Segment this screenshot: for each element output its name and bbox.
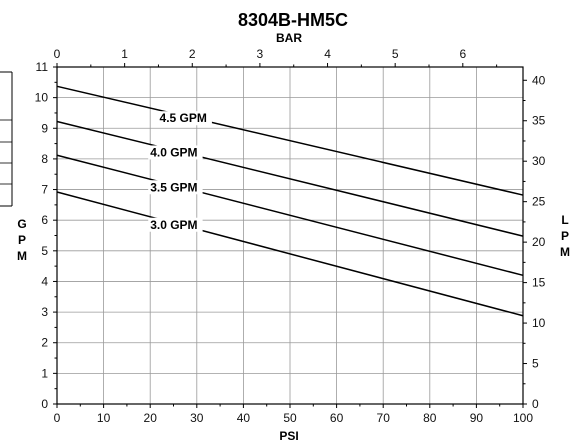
y-axis-label-1: G	[17, 217, 26, 231]
x-tick-label: 100	[513, 411, 533, 425]
x2-tick-label: 4	[324, 47, 331, 61]
x-tick-label: 20	[144, 411, 158, 425]
x2-tick-label: 3	[257, 47, 264, 61]
x2-tick-label: 6	[459, 47, 466, 61]
y-tick-label: 6	[41, 213, 48, 227]
x-tick-label: 40	[237, 411, 251, 425]
series-label-bg	[148, 180, 203, 195]
y-tick-label: 7	[41, 183, 48, 197]
y-tick-label: 3	[41, 305, 48, 319]
y2-tick-label: 35	[532, 114, 546, 128]
x-tick-label: 50	[283, 411, 297, 425]
y2-tick-label: 20	[532, 235, 546, 249]
x-tick-label: 70	[377, 411, 391, 425]
series: 4.5 GPM 4.0 GPM 3.5 GPM 3.0 GPM	[56, 85, 524, 317]
x2-tick-label: 5	[392, 47, 399, 61]
x-tick-label: 0	[54, 411, 61, 425]
y-axis-label-3: M	[17, 249, 27, 263]
series-line	[56, 85, 524, 196]
series-label: 4.0 GPM	[150, 145, 197, 159]
y2-axis-label-3: M	[560, 245, 570, 259]
y2-tick-label: 15	[532, 276, 546, 290]
series-line	[56, 120, 524, 237]
x-axis-label: PSI	[279, 429, 298, 443]
y-tick-label: 5	[41, 244, 48, 258]
series-label: 3.5 GPM	[150, 180, 197, 194]
x2-axis-label: BAR	[276, 31, 302, 45]
x-tick-label: 60	[330, 411, 344, 425]
series-label-bg	[157, 111, 212, 126]
x2-tick-label: 0	[54, 47, 61, 61]
y-tick-label: 11	[36, 60, 49, 74]
y2-axis-label-2: P	[561, 229, 569, 243]
plot-frame	[56, 66, 524, 405]
x2-tick-label: 1	[121, 47, 128, 61]
series-label-bg	[148, 145, 203, 160]
y2-tick-label: 25	[532, 195, 546, 209]
grid	[57, 67, 523, 404]
y-axis-label-2: P	[18, 233, 26, 247]
y2-tick-label: 10	[532, 316, 546, 330]
y-tick-label: 1	[41, 366, 48, 380]
x2-tick-label: 2	[189, 47, 196, 61]
series-line	[56, 154, 524, 277]
y2-tick-label: 40	[532, 73, 546, 87]
chart-title: 8304B-HM5C	[238, 10, 348, 30]
x-tick-label: 90	[470, 411, 484, 425]
series-line	[56, 191, 524, 317]
y2-tick-label: 30	[532, 154, 546, 168]
series-label-bg	[148, 217, 203, 232]
series-label: 4.5 GPM	[160, 111, 207, 125]
y-tick-label: 4	[41, 274, 48, 288]
y-tick-label: 2	[41, 336, 48, 350]
y-tick-label: 0	[41, 397, 48, 411]
x-tick-label: 80	[423, 411, 437, 425]
legend-fragment	[0, 71, 13, 207]
y2-axis-label-1: L	[561, 213, 568, 227]
series-label: 3.0 GPM	[150, 218, 197, 232]
y2-tick-label: 0	[532, 397, 539, 411]
y-tick-label: 9	[41, 121, 48, 135]
y-tick-label: 10	[35, 91, 49, 105]
y-tick-label: 8	[41, 152, 48, 166]
y2-tick-label: 5	[532, 357, 539, 371]
x-tick-label: 30	[190, 411, 204, 425]
x-tick-label: 10	[97, 411, 111, 425]
